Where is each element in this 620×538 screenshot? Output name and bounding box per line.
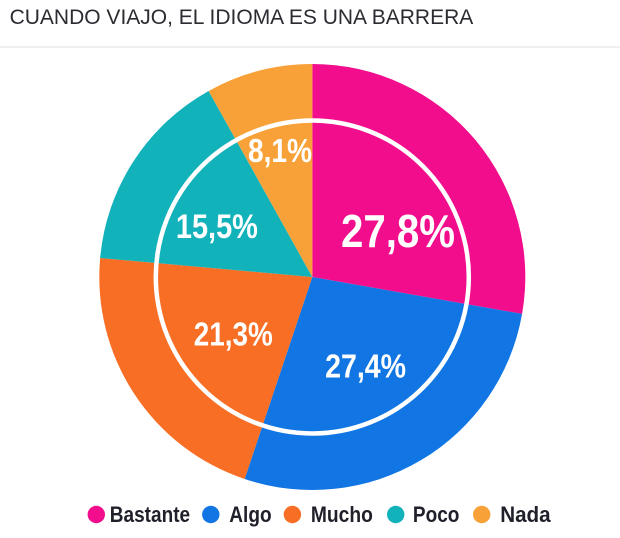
svg-text:Bastante: Bastante bbox=[110, 502, 190, 527]
svg-text:Mucho: Mucho bbox=[311, 502, 373, 527]
svg-text:27,8%: 27,8% bbox=[341, 205, 455, 257]
svg-text:Poco: Poco bbox=[413, 502, 460, 527]
svg-text:Nada: Nada bbox=[500, 502, 551, 527]
svg-text:15,5%: 15,5% bbox=[176, 208, 258, 246]
svg-text:21,3%: 21,3% bbox=[194, 317, 273, 354]
svg-text:8,1%: 8,1% bbox=[248, 133, 312, 170]
svg-text:27,4%: 27,4% bbox=[325, 349, 406, 386]
svg-text:Algo: Algo bbox=[229, 502, 271, 527]
